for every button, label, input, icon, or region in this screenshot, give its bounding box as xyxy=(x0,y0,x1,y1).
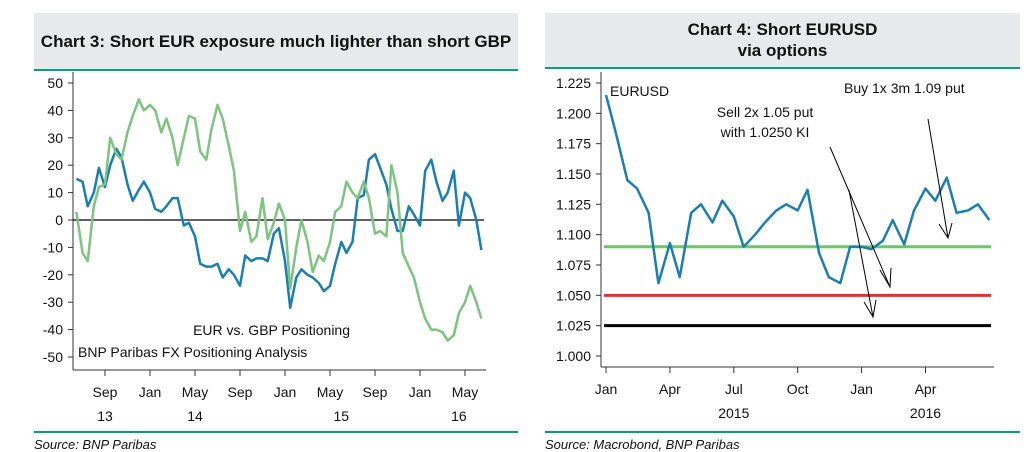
x-tick-label: Jan xyxy=(274,384,297,400)
x-tick-label: Jan xyxy=(595,381,618,397)
y-tick-label: 1.075 xyxy=(556,257,591,273)
y-tick-label: 40 xyxy=(47,102,63,118)
y-tick-label: 1.100 xyxy=(556,227,591,243)
x-tick-label: Jan xyxy=(409,384,432,400)
series-line-eur xyxy=(75,147,483,309)
x-year-label: 2016 xyxy=(910,405,941,421)
x-year-label: 15 xyxy=(333,408,349,424)
x-tick-label: Apr xyxy=(659,381,681,397)
y-tick-label: -50 xyxy=(43,349,63,365)
arrow-sell-2 xyxy=(848,189,877,319)
x-year-label: 2015 xyxy=(718,405,749,421)
y-tick-label: 1.125 xyxy=(556,196,591,212)
chart4-source: Source: Macrobond, BNP Paribas xyxy=(545,437,740,452)
y-tick-label: 1.200 xyxy=(556,105,591,121)
annotation-arrows xyxy=(829,118,953,319)
x-tick-label: Oct xyxy=(787,381,809,397)
x-tick-label: Sep xyxy=(228,384,253,400)
chart4-annotation-sell-line2: with 1.0250 KI xyxy=(720,124,810,140)
x-tick-label: Jul xyxy=(725,381,743,397)
x-tick-label: May xyxy=(317,384,343,400)
chart3-annotation-source: BNP Paribas FX Positioning Analysis xyxy=(78,344,307,360)
x-year-label: 13 xyxy=(97,408,113,424)
arrow-buy xyxy=(927,118,953,240)
y-tick-label: 10 xyxy=(47,185,63,201)
y-tick-label: 0 xyxy=(55,212,63,228)
x-year-label: 16 xyxy=(451,408,467,424)
series-line-gbp xyxy=(75,98,483,342)
chart4-title: Chart 4: Short EURUSD via options xyxy=(545,13,1020,69)
chart3-footer-rule xyxy=(34,431,518,433)
chart4-series-label: EURUSD xyxy=(610,83,669,99)
chart3-plot: 50 40 30 20 10 0 -10 -20 -30 -40 -50 Sep Jan May Sep Ja… xyxy=(43,72,486,424)
y-tick-label: 1.025 xyxy=(556,318,591,334)
arrow-sell-1 xyxy=(829,146,892,289)
chart4-footer-rule xyxy=(545,431,1020,433)
x-tick-label: May xyxy=(182,384,208,400)
x-tick-label: Apr xyxy=(915,381,937,397)
y-tick-label: 30 xyxy=(47,130,63,146)
y-tick-label: 50 xyxy=(47,75,63,91)
x-tick-label: May xyxy=(452,384,478,400)
x-tick-label: Sep xyxy=(93,384,118,400)
x-tick-label: Jan xyxy=(139,384,162,400)
chart3-title: Chart 3: Short EUR exposure much lighter… xyxy=(34,13,518,71)
chart4-annotation-sell-line1: Sell 2x 1.05 put xyxy=(717,104,814,120)
x-year-label: 14 xyxy=(187,408,203,424)
chart4-plot: 1.225 1.200 1.175 1.150 1.125 1.100 1.075 1.050… xyxy=(556,72,994,421)
y-tick-label: 1.000 xyxy=(556,348,591,364)
y-tick-label: -10 xyxy=(43,239,63,255)
x-tick-label: Jan xyxy=(850,381,873,397)
y-tick-label: 20 xyxy=(47,157,63,173)
chart3-source: Source: BNP Paribas xyxy=(34,437,157,452)
y-tick-label: -30 xyxy=(43,294,63,310)
y-tick-label: 1.050 xyxy=(556,287,591,303)
y-tick-label: -20 xyxy=(43,267,63,283)
y-tick-label: -40 xyxy=(43,322,63,338)
y-tick-label: 1.175 xyxy=(556,136,591,152)
chart4-annotation-buy: Buy 1x 3m 1.09 put xyxy=(844,80,965,96)
y-tick-label: 1.225 xyxy=(556,75,591,91)
y-tick-label: 1.150 xyxy=(556,166,591,182)
chart3-annotation-title: EUR vs. GBP Positioning xyxy=(193,322,350,338)
x-tick-label: Sep xyxy=(363,384,388,400)
series-line-eurusd xyxy=(604,94,991,285)
